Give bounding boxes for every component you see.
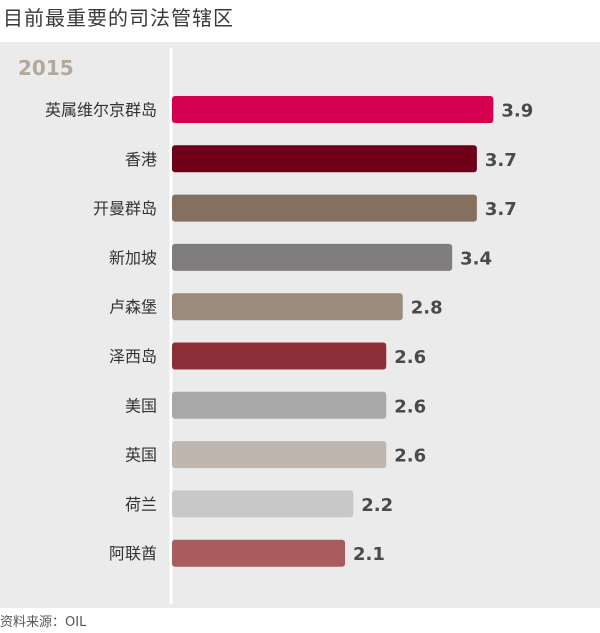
chart-subtitle-year: 2015	[18, 56, 74, 80]
chart-title: 目前最重要的司法管辖区	[3, 6, 234, 30]
category-label: 英属维尔京群岛	[45, 101, 157, 120]
bar	[172, 441, 387, 469]
bar	[172, 243, 453, 271]
value-label: 3.7	[485, 150, 517, 171]
category-label: 英国	[125, 446, 157, 465]
value-label: 3.4	[460, 248, 492, 269]
bar	[172, 293, 403, 321]
value-label: 3.9	[501, 101, 533, 122]
value-label: 2.6	[394, 396, 426, 417]
category-label: 阿联酋	[109, 544, 157, 563]
category-label: 泽西岛	[109, 347, 157, 366]
bar	[172, 391, 387, 419]
value-label: 3.7	[485, 199, 517, 220]
bar	[172, 342, 387, 370]
value-label: 2.1	[353, 544, 385, 565]
value-label: 2.6	[394, 347, 426, 368]
value-label: 2.8	[411, 298, 443, 319]
bar	[172, 96, 494, 123]
bar	[172, 539, 346, 567]
category-label: 美国	[125, 396, 157, 415]
category-label: 卢森堡	[109, 298, 157, 317]
category-label: 荷兰	[125, 495, 157, 514]
bar	[172, 145, 477, 173]
bar	[172, 194, 477, 222]
category-label: 香港	[125, 150, 157, 169]
category-label: 新加坡	[109, 248, 157, 267]
category-label: 开曼群岛	[93, 199, 157, 218]
bar	[172, 490, 354, 518]
bars-group: 英属维尔京群岛 3.9 香港 3.7 开曼群岛 3.7 新加坡 3.4 卢森堡 2.8 泽西岛 2.6…	[45, 96, 533, 567]
source-note: 资料来源：OIL	[0, 615, 87, 630]
value-label: 2.6	[394, 446, 426, 467]
value-label: 2.2	[361, 495, 393, 516]
